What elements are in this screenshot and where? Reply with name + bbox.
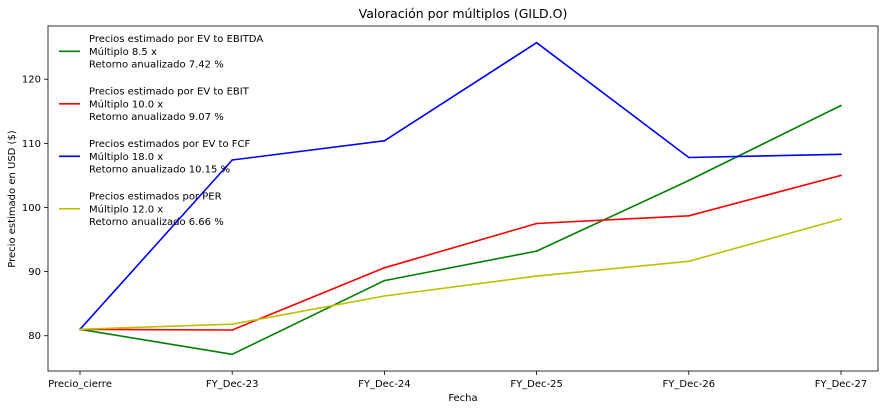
data-point (231, 353, 234, 356)
x-tick-label: Precio_cierre (48, 379, 112, 390)
legend-label: Precios estimado por EV to EBITDA (89, 34, 263, 45)
data-point (840, 218, 842, 220)
legend-label: Múltiplo 10.0 x (89, 98, 163, 110)
legend-label: Múltiplo 8.5 x (89, 46, 157, 58)
series-line-2 (79, 174, 842, 331)
y-tick-label: 80 (28, 331, 41, 342)
x-tick-label: FY_Dec-26 (663, 379, 716, 390)
data-point (840, 153, 842, 156)
data-point (383, 295, 386, 297)
data-point (535, 275, 538, 277)
data-point (231, 159, 234, 161)
data-point (535, 41, 538, 44)
legend-label: Múltiplo 18.0 x (89, 151, 163, 163)
data-point (383, 266, 386, 269)
data-point (535, 250, 538, 252)
data-point (687, 156, 690, 159)
y-tick-label: 110 (22, 139, 41, 150)
data-point (687, 214, 690, 217)
data-point (231, 323, 234, 326)
x-axis-title: Fecha (448, 393, 477, 404)
legend-label: Retorno anualizado 10.15 % (89, 165, 230, 176)
data-point (383, 279, 386, 282)
data-point (79, 328, 81, 331)
legend-label: Retorno anualizado 6.66 % (89, 217, 224, 228)
x-tick-label: FY_Dec-25 (510, 379, 563, 390)
legend-label: Retorno anualizado 9.07 % (89, 112, 224, 123)
legend-label: Retorno anualizado 7.42 % (89, 60, 224, 71)
legend: Precios estimado por EV to EBITDAMúltipl… (59, 34, 263, 228)
data-point (687, 179, 690, 182)
x-tick-label: FY_Dec-27 (815, 379, 868, 390)
x-tick-label: FY_Dec-23 (206, 379, 259, 390)
legend-label: Precios estimados por PER (89, 192, 222, 203)
data-point (687, 260, 690, 263)
chart-title: Valoración por múltiplos (GILD.O) (359, 6, 568, 21)
legend-label: Precios estimados por EV to FCF (89, 139, 251, 150)
legend-label: Precios estimado por EV to EBIT (89, 87, 250, 98)
series-line-3 (79, 41, 842, 330)
data-point (840, 174, 842, 177)
data-point (383, 139, 386, 142)
plot-frame (47, 25, 879, 372)
data-point (840, 104, 842, 107)
y-tick-label: 100 (22, 203, 41, 214)
y-tick-label: 90 (28, 267, 41, 278)
x-tick-label: FY_Dec-24 (358, 379, 411, 390)
y-tick-label: 120 (22, 75, 41, 86)
series-line-1 (79, 104, 842, 356)
plot-area: 80 90 100 110 120 Precio_cierre FY_Dec-23 FY_De… (22, 25, 879, 390)
data-point (231, 329, 234, 331)
legend-label: Múltiplo 12.0 x (89, 203, 163, 215)
data-point (535, 222, 538, 225)
y-axis-title: Precio estimado en USD ($) (7, 130, 18, 268)
series-line-4 (79, 218, 842, 331)
